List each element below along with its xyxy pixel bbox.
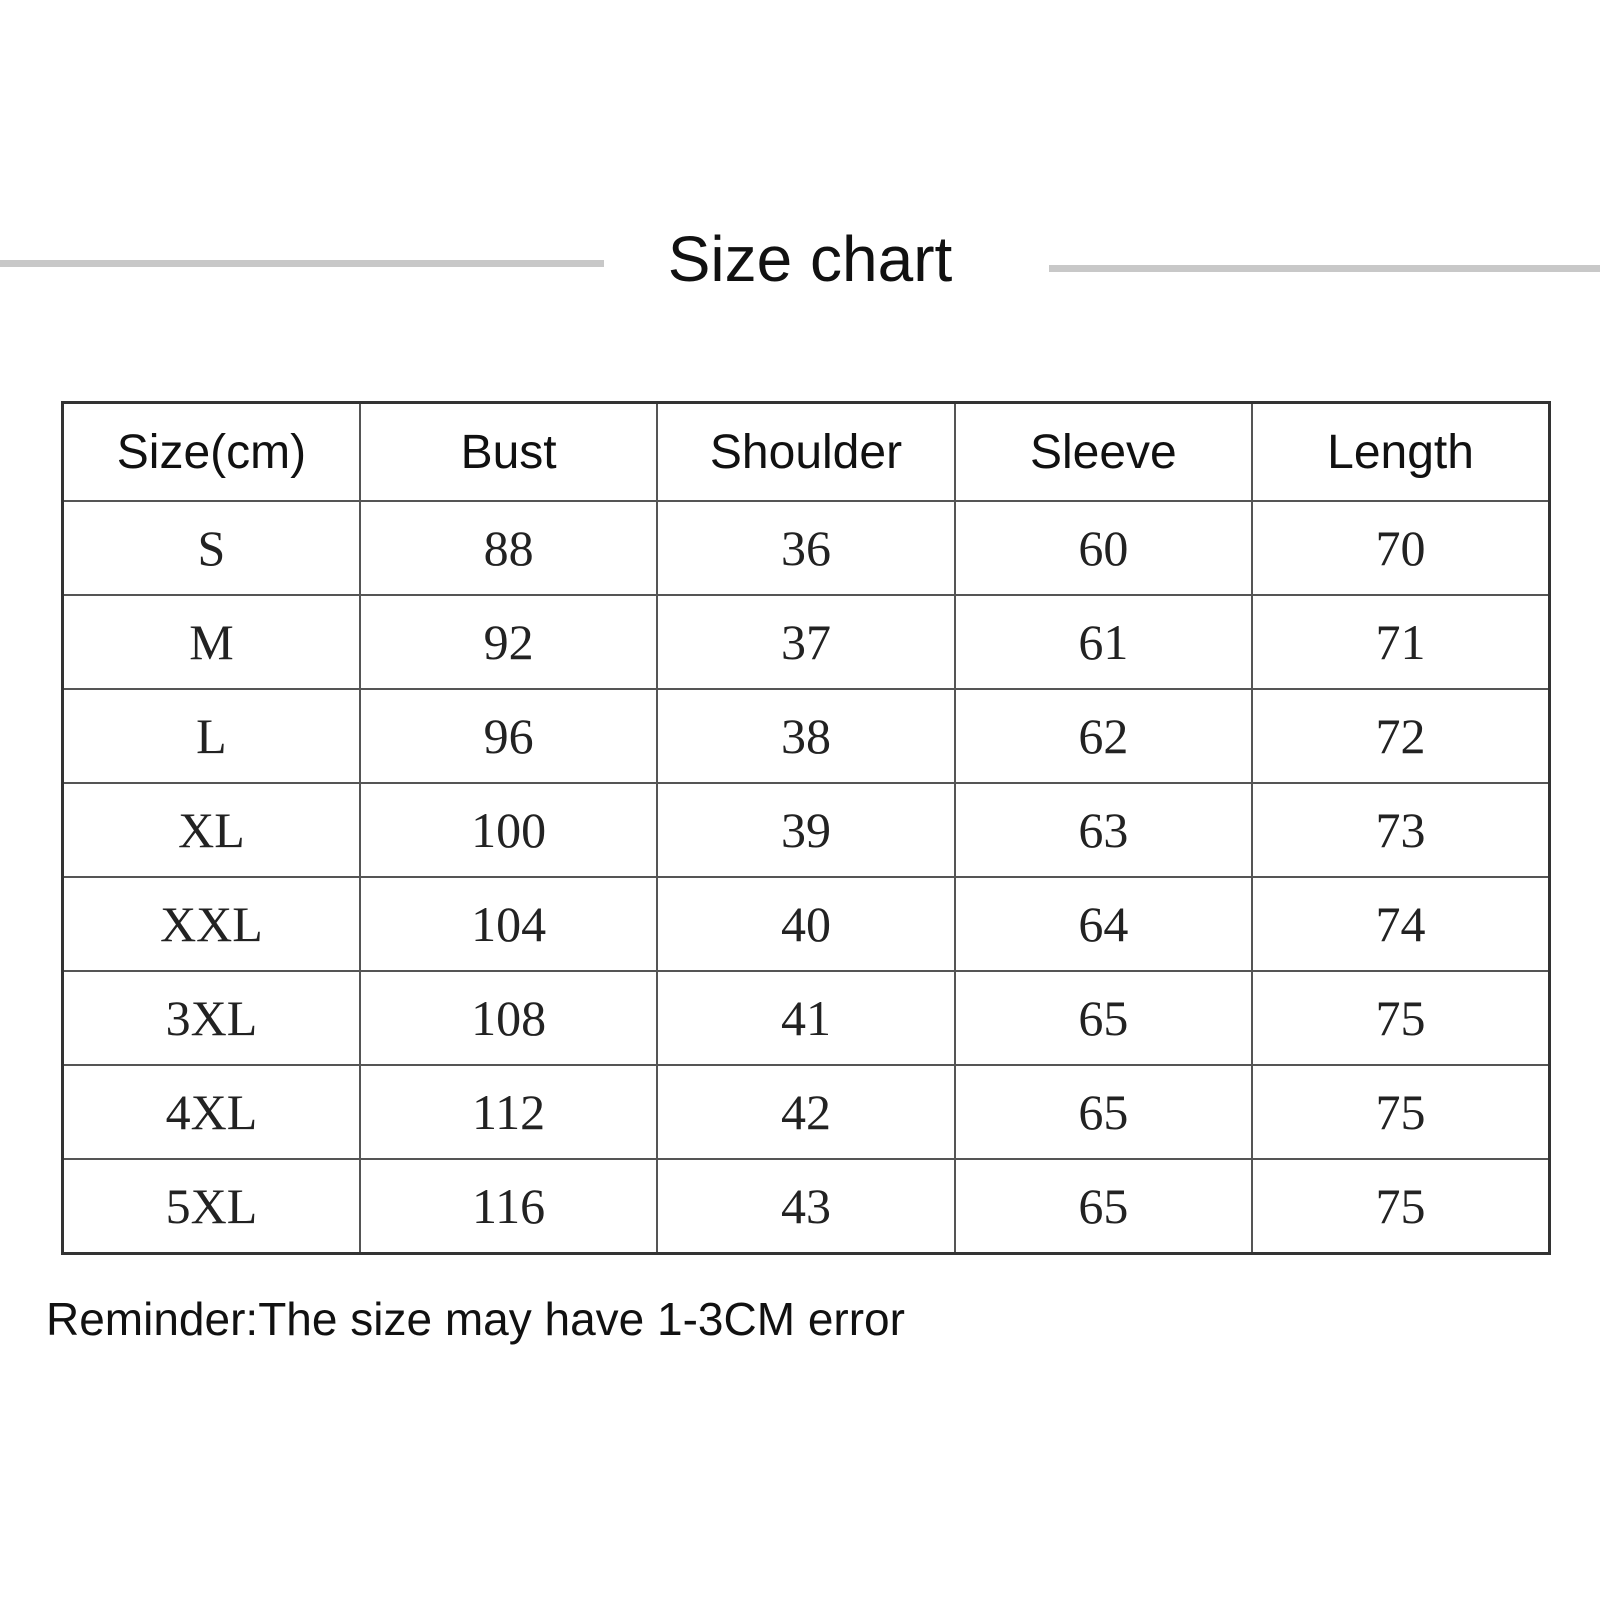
table-row: XL 100 39 63 73 bbox=[61, 781, 1551, 878]
table-row: L 96 38 62 72 bbox=[61, 687, 1551, 784]
table-cell: 42 bbox=[656, 1063, 956, 1160]
column-header: Bust bbox=[358, 401, 659, 502]
table-row: 5XL 116 43 65 75 bbox=[61, 1157, 1551, 1255]
reminder-note: Reminder:The size may have 1-3CM error bbox=[46, 1293, 905, 1345]
table-cell: 104 bbox=[358, 875, 659, 972]
table-cell: 116 bbox=[358, 1157, 659, 1255]
table-cell: 70 bbox=[1251, 500, 1551, 596]
table-cell: 71 bbox=[1251, 593, 1551, 690]
table-cell: 108 bbox=[358, 969, 659, 1066]
table-cell: 64 bbox=[953, 875, 1254, 972]
table-header-row: Size(cm) Bust Shoulder Sleeve Length bbox=[61, 401, 1551, 502]
table-cell: 75 bbox=[1251, 1157, 1551, 1255]
table-cell: 100 bbox=[358, 781, 659, 878]
table-cell: 3XL bbox=[61, 969, 361, 1066]
table-cell: XL bbox=[61, 781, 361, 878]
column-header: Shoulder bbox=[656, 401, 956, 502]
table-cell: 65 bbox=[953, 1157, 1254, 1255]
table-row: S 88 36 60 70 bbox=[61, 500, 1551, 596]
table-cell: 39 bbox=[656, 781, 956, 878]
table-cell: 88 bbox=[358, 500, 659, 596]
table-cell: S bbox=[61, 500, 361, 596]
table-cell: 96 bbox=[358, 687, 659, 784]
table-cell: 73 bbox=[1251, 781, 1551, 878]
table-cell: 38 bbox=[656, 687, 956, 784]
table-cell: 5XL bbox=[61, 1157, 361, 1255]
column-header: Size(cm) bbox=[61, 401, 361, 502]
column-header: Length bbox=[1251, 401, 1551, 502]
table-cell: 41 bbox=[656, 969, 956, 1066]
size-table: Size(cm) Bust Shoulder Sleeve Length S 88 36 60… bbox=[61, 401, 1551, 1255]
table-cell: 36 bbox=[656, 500, 956, 596]
table-cell: 65 bbox=[953, 969, 1254, 1066]
table-cell: 40 bbox=[656, 875, 956, 972]
table-cell: 65 bbox=[953, 1063, 1254, 1160]
table-cell: L bbox=[61, 687, 361, 784]
table-cell: 43 bbox=[656, 1157, 956, 1255]
table-row: 4XL 112 42 65 75 bbox=[61, 1063, 1551, 1160]
table-row: XXL 104 40 64 74 bbox=[61, 875, 1551, 972]
column-header: Sleeve bbox=[953, 401, 1254, 502]
table-cell: 72 bbox=[1251, 687, 1551, 784]
table-cell: 62 bbox=[953, 687, 1254, 784]
table-cell: 75 bbox=[1251, 969, 1551, 1066]
table-row: M 92 37 61 71 bbox=[61, 593, 1551, 690]
title-divider-right bbox=[1049, 265, 1600, 272]
page-title: Size chart bbox=[667, 223, 953, 295]
table-cell: 4XL bbox=[61, 1063, 361, 1160]
table-cell: 61 bbox=[953, 593, 1254, 690]
table-row: 3XL 108 41 65 75 bbox=[61, 969, 1551, 1066]
table-cell: 112 bbox=[358, 1063, 659, 1160]
table-cell: XXL bbox=[61, 875, 361, 972]
table-cell: 75 bbox=[1251, 1063, 1551, 1160]
table-cell: M bbox=[61, 593, 361, 690]
table-cell: 63 bbox=[953, 781, 1254, 878]
table-cell: 92 bbox=[358, 593, 659, 690]
table-cell: 60 bbox=[953, 500, 1254, 596]
table-cell: 74 bbox=[1251, 875, 1551, 972]
table-cell: 37 bbox=[656, 593, 956, 690]
title-divider-left bbox=[0, 260, 604, 267]
